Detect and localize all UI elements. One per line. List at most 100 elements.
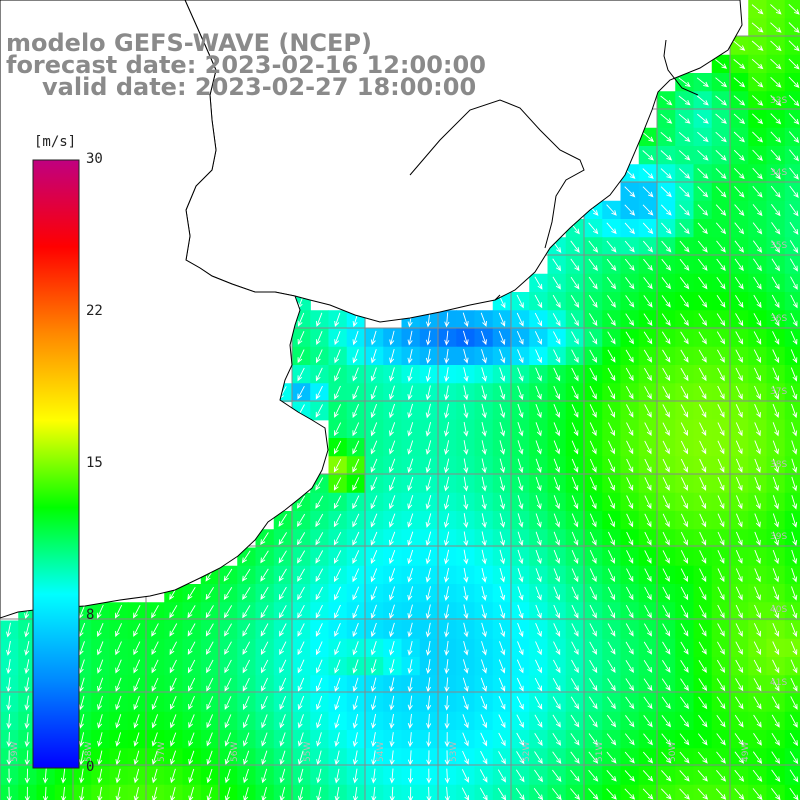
wind-speed-cell (657, 784, 676, 800)
wind-arrow (644, 586, 652, 601)
wind-arrow (24, 659, 30, 675)
wind-arrow (315, 404, 323, 418)
wind-arrow (334, 422, 342, 437)
wind-arrow (589, 678, 598, 692)
wind-arrow (463, 640, 469, 656)
wind-arrow (571, 476, 579, 492)
wind-arrow (389, 458, 396, 473)
wind-arrow (79, 768, 85, 784)
wind-arrow (607, 385, 616, 400)
wind-arrow (370, 604, 377, 619)
wind-arrow (370, 403, 378, 419)
wind-arrow (717, 641, 725, 655)
wind-speed-cell (784, 91, 800, 111)
wind-arrow (187, 641, 196, 655)
wind-arrow (499, 549, 506, 565)
wind-arrow (517, 458, 524, 474)
wind-arrow (589, 495, 597, 510)
wind-arrow (589, 659, 598, 674)
wind-arrow (224, 696, 232, 710)
wind-arrow (370, 367, 377, 382)
wind-arrow (642, 131, 654, 143)
wind-arrow (535, 476, 542, 492)
wind-arrow (698, 586, 707, 601)
wind-arrow (717, 513, 725, 528)
wind-arrow (625, 604, 634, 619)
wind-arrow (553, 349, 561, 364)
wind-arrow (297, 385, 305, 400)
wind-arrow (588, 240, 599, 253)
wind-arrow (425, 476, 432, 492)
wind-arrow (789, 149, 799, 162)
wind-arrow (735, 458, 743, 473)
wind-speed-cell (784, 273, 800, 293)
wind-arrow (206, 768, 213, 784)
wind-arrow (461, 769, 469, 783)
wind-arrow (334, 367, 341, 382)
wind-arrow (315, 349, 323, 364)
wind-arrow (352, 531, 360, 546)
wind-arrow (370, 659, 377, 674)
wind-arrow (679, 751, 690, 764)
wind-arrow (553, 476, 560, 492)
river-plate-details (409, 39, 699, 301)
wind-arrow (297, 331, 305, 345)
wind-arrow (352, 732, 358, 748)
wind-arrow (608, 513, 615, 528)
wind-arrow (444, 659, 450, 675)
wind-arrow (771, 222, 781, 235)
wind-arrow (425, 604, 431, 620)
wind-arrow (370, 568, 378, 583)
wind-arrow (735, 422, 743, 437)
wind-arrow (334, 330, 341, 346)
wind-arrow (389, 586, 396, 601)
wind-arrow (753, 331, 762, 345)
wind-arrow (389, 476, 396, 492)
wind-arrow (735, 313, 744, 327)
wind-arrow (570, 294, 580, 308)
wind-arrow (661, 222, 672, 235)
wind-arrow (588, 751, 599, 764)
wind-arrow (697, 204, 709, 216)
wind-arrow (425, 677, 432, 693)
wind-arrow (735, 659, 744, 674)
wind-arrow (481, 440, 487, 456)
wind-arrow (187, 586, 196, 600)
wind-arrow (481, 641, 487, 656)
wind-arrow (97, 695, 103, 711)
wind-arrow (315, 586, 323, 601)
wind-arrow (752, 131, 764, 143)
wind-arrow (788, 58, 800, 70)
wind-arrow (352, 440, 360, 455)
wind-arrow (463, 476, 469, 492)
wind-arrow (481, 567, 487, 583)
wind-arrow (788, 40, 800, 52)
wind-arrow (516, 732, 525, 747)
wind-arrow (260, 568, 269, 582)
wind-arrow (115, 786, 121, 800)
wind-arrow (260, 641, 269, 656)
wind-arrow (643, 678, 653, 692)
wind-arrow (334, 786, 340, 800)
wind-speed-cell (784, 657, 800, 676)
wind-arrow (680, 513, 688, 528)
wind-arrow (552, 294, 561, 309)
wind-arrow (753, 714, 762, 728)
wind-arrow (389, 330, 395, 346)
wind-arrow (571, 367, 579, 382)
wind-arrow (697, 733, 708, 746)
wind-arrow (791, 422, 798, 437)
wind-arrow (624, 204, 636, 216)
wind-arrow (316, 695, 323, 711)
wind-arrow (352, 404, 360, 419)
wind-arrow (644, 422, 652, 437)
wind-arrow (279, 696, 287, 711)
wind-arrow (352, 495, 360, 510)
wind-arrow (788, 3, 800, 15)
wind-arrow (297, 586, 305, 601)
wind-arrow (607, 531, 615, 546)
wind-arrow (535, 495, 542, 510)
wind-speed-cell (492, 784, 512, 800)
wind-arrow (754, 568, 761, 583)
wind-arrow (734, 258, 744, 272)
